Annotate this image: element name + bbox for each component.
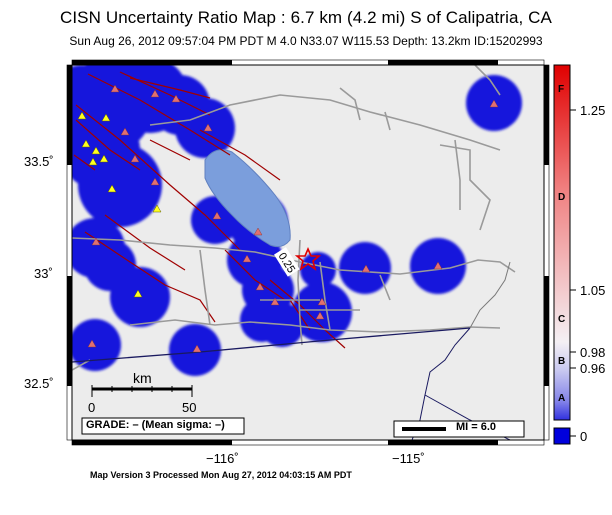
lat-label-33-5: 33.5˚ (24, 154, 54, 169)
colorbar-label-1-05: 1.05 (580, 283, 606, 298)
lat-label-32-5: 32.5˚ (24, 376, 54, 391)
lon-label-115: −115˚ (392, 451, 425, 466)
scale-unit: km (133, 370, 152, 386)
grade-text: GRADE: – (Mean sigma: –) (86, 419, 225, 431)
grade-d-label: D (558, 192, 566, 203)
grade-b-label: B (558, 356, 566, 367)
colorbar-label-1-25: 1.25 (580, 103, 606, 118)
event-subtitle: Sun Aug 26, 2012 09:57:04 PM PDT M 4.0 N… (69, 34, 543, 48)
roads (72, 65, 516, 371)
international-border (72, 327, 471, 363)
state-border (411, 327, 471, 440)
colorbar-label-0-98: 0.98 (580, 345, 606, 360)
colorbar-ticks (570, 109, 576, 437)
salton-sea (204, 149, 291, 248)
colorbar-zero-swatch (553, 427, 571, 445)
scale-min: 0 (88, 400, 96, 415)
frame-ticks (67, 60, 549, 445)
mi-legend-text: MI = 6.0 (456, 421, 497, 433)
colorbar (553, 64, 571, 421)
map-title: CISN Uncertainty Ratio Map : 6.7 km (4.2… (59, 8, 552, 27)
mi-legend-box (393, 420, 525, 438)
grade-f-label: F (558, 84, 565, 95)
map-version-footer: Map Version 3 Processed Mon Aug 27, 2012… (90, 470, 352, 480)
scale-max: 50 (182, 400, 197, 415)
grade-c-label: C (558, 314, 566, 325)
colorbar-label-0: 0 (580, 429, 588, 444)
colorbar-label-0-96: 0.96 (580, 361, 606, 376)
scale-bar (91, 385, 193, 397)
epicenter-star (294, 246, 322, 271)
yellow-stations (77, 111, 162, 298)
grade-box (81, 417, 245, 435)
lat-label-33: 33˚ (34, 266, 53, 281)
stations (87, 84, 499, 353)
grade-a-label: A (558, 393, 566, 404)
uncertainty-blobs (72, 65, 522, 376)
lon-label-116: −116˚ (206, 451, 239, 466)
